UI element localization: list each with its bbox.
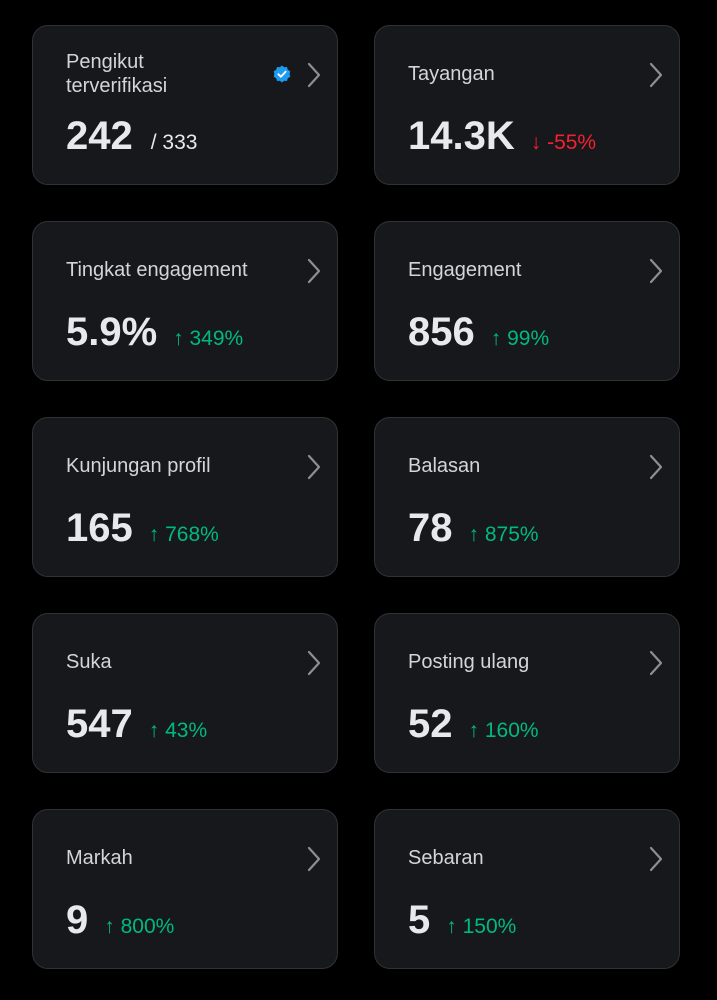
stat-card[interactable]: Pengikut terverifikasi 242 / 333: [32, 25, 338, 185]
stat-row: 547 ↑ 43%: [66, 702, 207, 747]
stat-label: Sebaran: [408, 847, 484, 869]
stat-label: Pengikut terverifikasi: [66, 51, 168, 97]
stat-label: Balasan: [408, 455, 481, 477]
stat-value: 547: [66, 702, 133, 746]
stat-change: ↑ 160%: [468, 719, 539, 742]
stat-value: 9: [66, 898, 89, 942]
stat-change: ↑ 99%: [490, 327, 550, 350]
stat-value: 14.3K: [408, 114, 515, 158]
stat-card[interactable]: Sebaran 5 ↑ 150%: [374, 809, 680, 969]
stat-label: Tingkat engagement: [66, 259, 248, 281]
stat-change: ↑ 800%: [104, 915, 175, 938]
stat-card[interactable]: Engagement 856 ↑ 99%: [374, 221, 680, 381]
stat-value: 242: [66, 114, 133, 158]
stat-row: 14.3K ↓ -55%: [408, 114, 596, 159]
stat-card[interactable]: Tingkat engagement 5.9% ↑ 349%: [32, 221, 338, 381]
stat-value: 165: [66, 506, 133, 550]
stat-label: Markah: [66, 847, 133, 869]
stat-row: 5.9% ↑ 349%: [66, 310, 243, 355]
chevron-icon: [649, 650, 663, 676]
stat-row: 242 / 333: [66, 114, 197, 159]
chevron-icon: [307, 846, 321, 872]
stat-change: ↑ 768%: [148, 523, 219, 546]
chevron-icon: [649, 258, 663, 284]
stat-card[interactable]: Markah 9 ↑ 800%: [32, 809, 338, 969]
stat-card[interactable]: Posting ulang 52 ↑ 160%: [374, 613, 680, 773]
stat-label: Kunjungan profil: [66, 455, 211, 477]
chevron-icon: [649, 454, 663, 480]
chevron-icon: [307, 650, 321, 676]
stat-row: 78 ↑ 875%: [408, 506, 539, 551]
stat-change: ↑ 43%: [148, 719, 208, 742]
chevron-icon: [307, 258, 321, 284]
stat-change: ↑ 349%: [173, 327, 244, 350]
chevron-icon: [649, 846, 663, 872]
stat-row: 9 ↑ 800%: [66, 898, 174, 943]
stat-value: 52: [408, 702, 453, 746]
stat-row: 52 ↑ 160%: [408, 702, 539, 747]
stat-row: 5 ↑ 150%: [408, 898, 516, 943]
stat-change: ↑ 875%: [468, 523, 539, 546]
chevron-icon: [649, 62, 663, 88]
verified-badge: [273, 65, 291, 83]
stat-label: Tayangan: [408, 63, 495, 85]
stat-row: 856 ↑ 99%: [408, 310, 549, 355]
chevron-icon: [307, 454, 321, 480]
stat-label: Engagement: [408, 259, 522, 281]
stat-card[interactable]: Suka 547 ↑ 43%: [32, 613, 338, 773]
stat-value: 856: [408, 310, 475, 354]
stat-card[interactable]: Kunjungan profil 165 ↑ 768%: [32, 417, 338, 577]
stat-label: Suka: [66, 651, 112, 673]
stat-change: ↑ 150%: [446, 915, 517, 938]
stat-value: 5: [408, 898, 431, 942]
stat-change: ↓ -55%: [530, 131, 597, 154]
stat-card[interactable]: Balasan 78 ↑ 875%: [374, 417, 680, 577]
stat-total: / 333: [150, 131, 198, 154]
stat-row: 165 ↑ 768%: [66, 506, 219, 551]
stat-value: 78: [408, 506, 453, 550]
stat-value: 5.9%: [66, 310, 158, 354]
chevron-icon: [307, 62, 321, 88]
stat-label: Posting ulang: [408, 651, 530, 673]
stat-card[interactable]: Tayangan 14.3K ↓ -55%: [374, 25, 680, 185]
